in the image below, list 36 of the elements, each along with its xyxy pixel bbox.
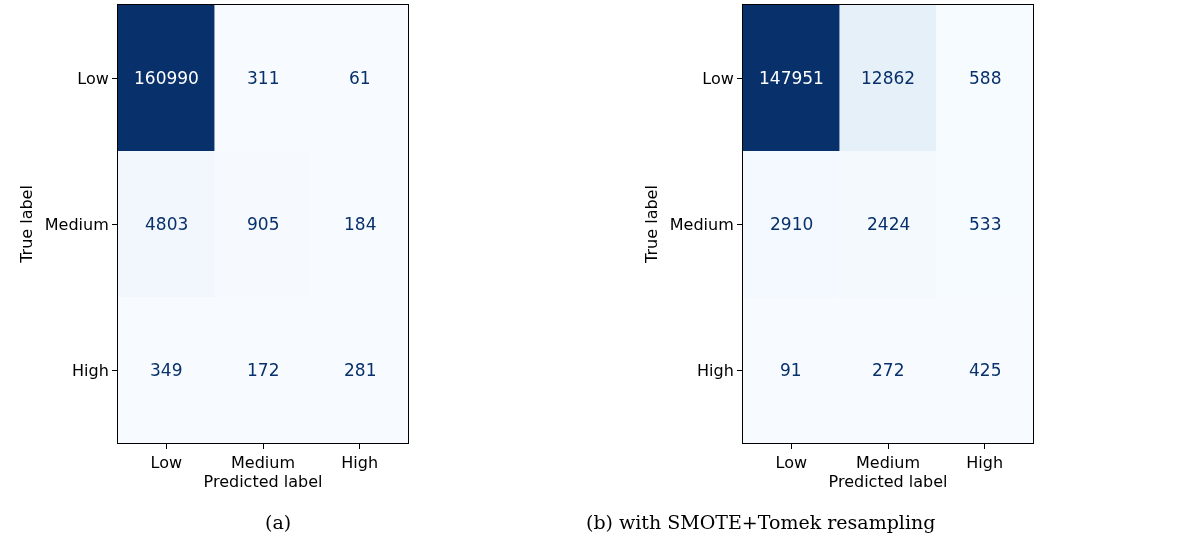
data-label: 12862 [861,68,916,88]
x-tick-label: Medium [856,453,920,473]
x-axis-title: Predicted label [828,472,948,492]
y-tick-label: Medium [669,214,734,234]
data-label: 272 [872,360,905,380]
data-label: 147951 [759,68,824,88]
data-label: 533 [969,214,1002,234]
x-tick-label: Low [150,453,183,473]
data-label: 349 [150,360,183,380]
data-label: 160990 [134,68,199,88]
x-tick-label: High [966,453,1004,473]
x-tick-label: High [341,453,379,473]
x-axis-title: Predicted label [203,472,323,492]
text: (b) with SMOTE+Tomek resampling [586,511,936,533]
y-axis-title: True label [641,185,661,264]
y-tick-label: Low [702,68,734,88]
data-label: 425 [969,360,1002,380]
data-label: 4803 [145,214,189,234]
data-label: 91 [780,360,802,380]
data-label: 281 [344,360,377,380]
data-label: 588 [969,68,1002,88]
data-label: 905 [247,214,280,234]
data-label: 2424 [867,214,911,234]
data-label: 2910 [770,214,814,234]
x-tick-label: Medium [231,453,295,473]
y-tick-label: Low [77,68,109,88]
data-label: 172 [247,360,280,380]
y-axis-title: True label [16,185,36,264]
data-label: 311 [247,68,280,88]
x-tick-label: Low [775,453,808,473]
y-tick-label: High [72,360,109,380]
data-label: 184 [344,214,377,234]
data-label: 61 [349,68,371,88]
y-tick-label: High [697,360,734,380]
text: (a) [265,511,292,533]
y-tick-label: Medium [44,214,109,234]
